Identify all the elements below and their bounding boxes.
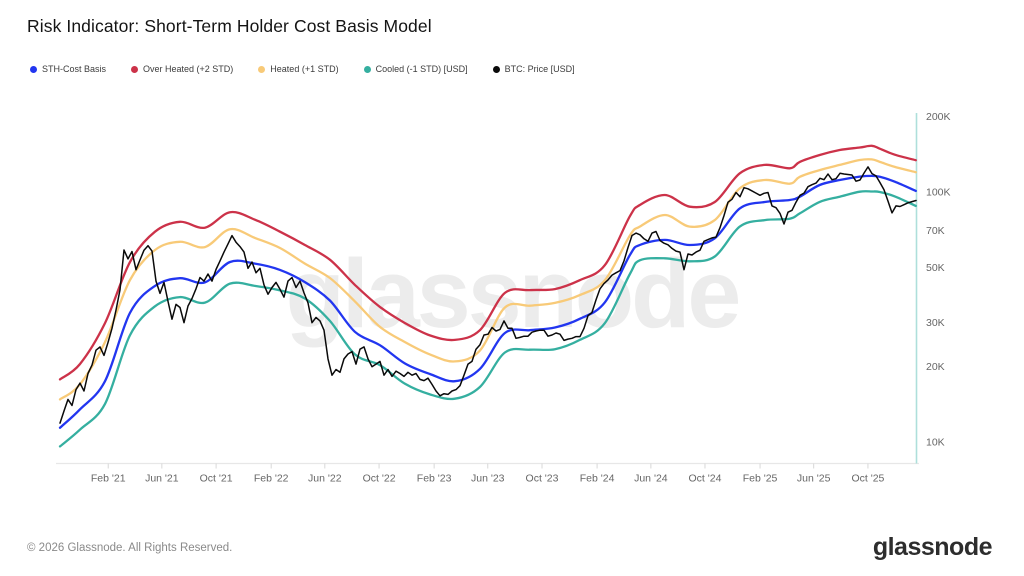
series-line-btc-price <box>59 166 917 424</box>
y-axis-label: 10K <box>926 437 945 449</box>
legend-item-heated-1-std[interactable]: Heated (+1 STD) <box>258 64 339 74</box>
legend-label: Cooled (-1 STD) [USD] <box>375 64 468 74</box>
y-axis-label: 20K <box>926 361 945 373</box>
legend-label: Over Heated (+2 STD) <box>143 64 234 74</box>
y-axis-label: 200K <box>926 111 951 123</box>
legend-label: STH-Cost Basis <box>42 64 107 74</box>
x-axis-label: Oct '22 <box>363 473 396 485</box>
x-axis-label: Jun '23 <box>471 473 505 485</box>
x-axis-label: Feb '23 <box>417 473 452 485</box>
x-axis-label: Jun '21 <box>145 473 179 485</box>
x-axis-label: Feb '22 <box>254 473 289 485</box>
x-axis-label: Jun '22 <box>308 473 342 485</box>
x-axis-label: Oct '24 <box>689 473 722 485</box>
y-axis-label: 100K <box>926 187 951 199</box>
glassnode-logo: glassnode <box>872 533 993 561</box>
legend-item-cooled-1-std-usd[interactable]: Cooled (-1 STD) [USD] <box>363 64 468 74</box>
legend-swatch-icon <box>363 65 371 73</box>
y-axis-label: 50K <box>926 262 945 274</box>
legend-swatch-icon <box>258 65 266 73</box>
legend-swatch-icon <box>30 65 37 73</box>
legend-item-btc-price-usd[interactable]: BTC: Price [USD] <box>492 64 575 74</box>
x-axis-label: Feb '24 <box>580 473 615 485</box>
legend-item-sth-cost-basis[interactable]: STH-Cost Basis <box>30 64 106 74</box>
x-axis-label: Oct '23 <box>526 473 559 485</box>
x-axis-label: Jun '25 <box>797 473 831 485</box>
series-line-sth-cost-basis <box>58 174 917 429</box>
series-line-cooled-1-std-usd <box>58 190 917 448</box>
copyright-text: © 2026 Glassnode. All Rights Reserved. <box>27 542 233 554</box>
series-line-heated-1-std <box>58 158 917 401</box>
legend-label: BTC: Price [USD] <box>504 64 575 74</box>
x-axis-label: Jun '24 <box>634 473 668 485</box>
legend-swatch-icon <box>492 65 500 73</box>
legend-item-over-heated-2-std[interactable]: Over Heated (+2 STD) <box>131 64 233 74</box>
chart-legend: STH-Cost Basis Over Heated (+2 STD) Heated… <box>30 64 575 74</box>
x-axis-label: Feb '25 <box>743 473 778 485</box>
chart-title: Risk Indicator: Short-Term Holder Cost B… <box>27 16 432 36</box>
y-axis-label: 30K <box>926 317 945 329</box>
legend-label: Heated (+1 STD) <box>270 64 339 74</box>
y-axis-label: 70K <box>926 225 945 237</box>
series-line-over-heated-2-std <box>58 144 917 381</box>
x-axis-label: Oct '21 <box>200 473 233 485</box>
x-axis-label: Feb '21 <box>91 473 126 485</box>
legend-swatch-icon <box>131 65 139 73</box>
x-axis-label: Oct '25 <box>851 473 884 485</box>
